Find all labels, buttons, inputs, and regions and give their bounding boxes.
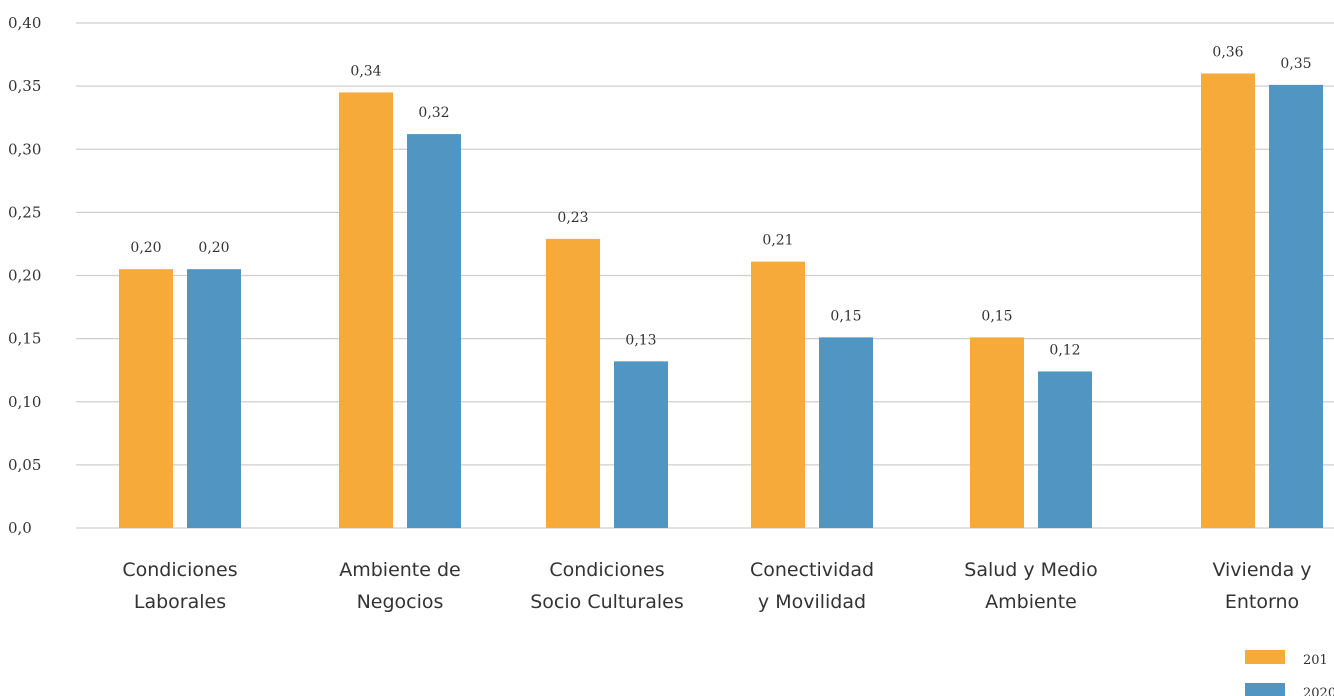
data-label: 0,23 xyxy=(557,210,588,226)
legend-label: 2020 xyxy=(1303,686,1334,696)
bar xyxy=(1038,371,1092,528)
bar xyxy=(407,134,461,528)
legend-label: 201 xyxy=(1303,653,1328,668)
y-tick-label: 0,40 xyxy=(8,14,41,32)
category-label: Condiciones xyxy=(122,559,237,581)
bar xyxy=(187,269,241,528)
data-label: 0,36 xyxy=(1212,45,1243,61)
bar xyxy=(546,238,600,528)
category-label: Vivienda y xyxy=(1212,559,1311,581)
category-label: Salud y Medio xyxy=(964,559,1097,581)
bar xyxy=(819,337,873,528)
bar xyxy=(1269,84,1323,529)
data-label: 0,15 xyxy=(830,308,861,324)
bar xyxy=(751,261,805,528)
category-label: y Movilidad xyxy=(758,591,866,613)
category-label: Ambiente de xyxy=(339,559,461,581)
category-label: Socio Culturales xyxy=(530,591,683,613)
category-label: Conectividad xyxy=(750,559,874,581)
bar xyxy=(1201,73,1255,528)
data-label: 0,21 xyxy=(762,233,793,249)
data-label: 0,35 xyxy=(1280,56,1311,72)
bar xyxy=(119,269,173,528)
category-label: Condiciones xyxy=(549,559,664,581)
bars xyxy=(119,73,1323,529)
data-label: 0,20 xyxy=(130,240,161,256)
category-label: Entorno xyxy=(1225,591,1299,613)
y-tick-label: 0,0 xyxy=(8,519,32,537)
data-label: 0,13 xyxy=(625,332,656,348)
y-tick-label: 0,15 xyxy=(8,330,41,348)
category-label: Laborales xyxy=(134,591,226,613)
y-tick-label: 0,35 xyxy=(8,77,41,95)
category-labels: Condiciones Laborales Ambiente de Negocios C… xyxy=(122,559,1311,613)
data-label: 0,32 xyxy=(418,105,449,121)
category-label: Negocios xyxy=(357,591,444,613)
y-axis-ticks: 0,0 0,05 0,10 0,15 0,20 0,25 0,30 0,35 0,40 xyxy=(8,14,41,537)
category-label: Ambiente xyxy=(985,591,1077,613)
bar xyxy=(614,361,668,528)
bar xyxy=(339,92,393,528)
bar xyxy=(970,337,1024,528)
y-tick-label: 0,05 xyxy=(8,456,41,474)
legend: 201 2020 xyxy=(1245,650,1334,696)
y-tick-label: 0,25 xyxy=(8,203,41,221)
gridlines xyxy=(76,22,1334,529)
y-tick-label: 0,30 xyxy=(8,140,41,158)
y-tick-label: 0,10 xyxy=(8,393,41,411)
legend-swatch xyxy=(1245,683,1285,696)
data-label: 0,34 xyxy=(350,63,381,79)
y-tick-label: 0,20 xyxy=(8,267,41,285)
data-labels: 0,20 0,34 0,23 0,21 0,15 0,36 0,20 0,32 0,13 0,15… xyxy=(130,45,1311,359)
data-label: 0,15 xyxy=(981,308,1012,324)
data-label: 0,12 xyxy=(1049,342,1080,358)
data-label: 0,20 xyxy=(198,240,229,256)
legend-swatch xyxy=(1245,650,1285,664)
